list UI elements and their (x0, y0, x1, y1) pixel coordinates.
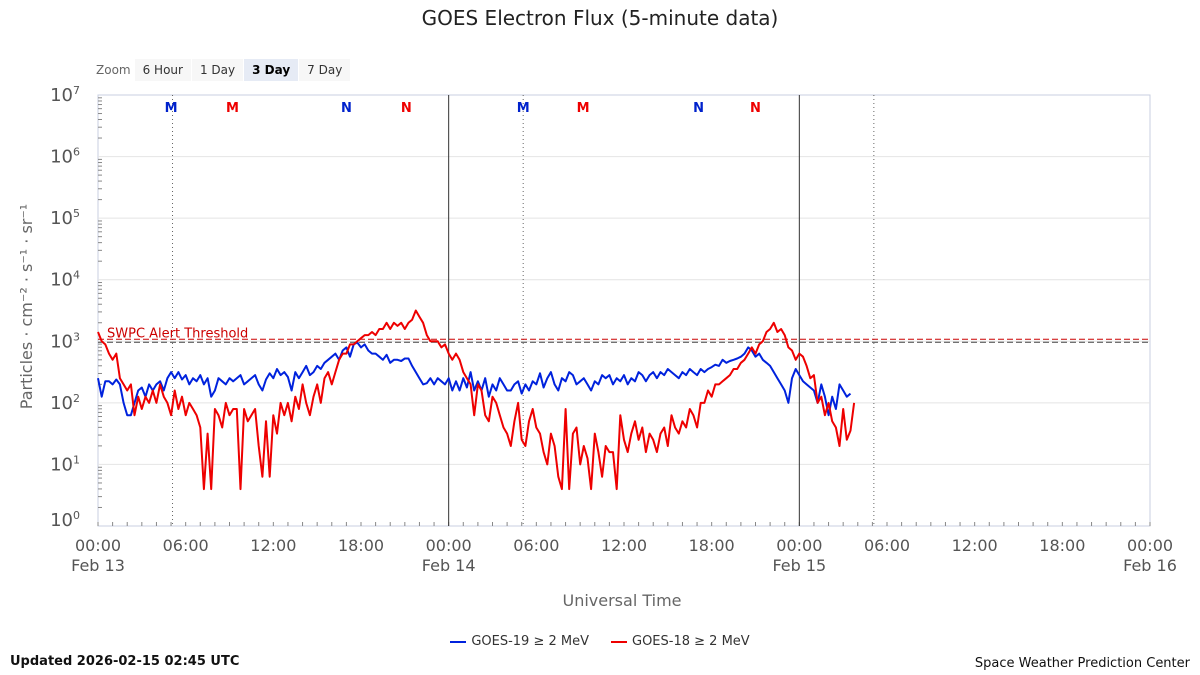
y-tick-label: 105 (50, 207, 80, 229)
y-axis-title: Particles · cm⁻² · s⁻¹ · sr⁻¹ (17, 204, 36, 409)
y-tick-label: 102 (50, 392, 80, 414)
legend-item-goes19[interactable]: GOES-19 ≥ 2 MeV (450, 634, 589, 649)
x-tick-time: 00:00 (1127, 536, 1173, 555)
x-tick-time: 18:00 (1039, 536, 1085, 555)
zoom-3-day-button[interactable]: 3 Day (244, 58, 299, 81)
x-tick-time: 12:00 (952, 536, 998, 555)
threshold-label: SWPC Alert Threshold (107, 326, 248, 341)
x-tick-time: 06:00 (864, 536, 910, 555)
x-tick-date: Feb 15 (772, 556, 826, 575)
y-tick-label: 100 (50, 509, 80, 531)
x-tick-date: Feb 14 (422, 556, 476, 575)
event-marker: M (577, 101, 590, 116)
legend-swatch-goes19 (450, 640, 467, 643)
y-tick-label: 103 (50, 330, 80, 352)
zoom-7-day-button[interactable]: 7 Day (299, 58, 351, 81)
x-tick-date: Feb 16 (1123, 556, 1177, 575)
x-tick-time: 00:00 (776, 536, 822, 555)
chart-title: GOES Electron Flux (5-minute data) (421, 6, 779, 30)
zoom-control: Zoom 6 Hour 1 Day 3 Day 7 Day (96, 58, 351, 81)
event-marker: N (693, 101, 704, 116)
updated-timestamp: Updated 2026-02-15 02:45 UTC (10, 654, 240, 669)
legend-swatch-goes18 (611, 640, 627, 643)
plot-area (97, 94, 1151, 527)
legend-item-goes18[interactable]: GOES-18 ≥ 2 MeV (611, 634, 750, 649)
y-tick-label: 101 (50, 453, 80, 475)
x-tick-time: 00:00 (75, 536, 121, 555)
event-marker: M (226, 101, 239, 116)
x-tick-time: 00:00 (426, 536, 472, 555)
x-tick-time: 18:00 (689, 536, 735, 555)
credit-text: Space Weather Prediction Center (974, 656, 1190, 671)
x-tick-time: 12:00 (250, 536, 296, 555)
chart-legend: GOES-19 ≥ 2 MeV GOES-18 ≥ 2 MeV (0, 634, 1200, 649)
legend-label-goes19: GOES-19 ≥ 2 MeV (471, 634, 589, 649)
event-marker: N (341, 101, 352, 116)
series-line-goes18 (97, 309, 856, 491)
x-tick-time: 06:00 (163, 536, 209, 555)
x-axis-title: Universal Time (562, 591, 681, 610)
y-tick-label: 106 (50, 146, 80, 168)
x-tick-time: 18:00 (338, 536, 384, 555)
event-marker: N (401, 101, 412, 116)
event-marker: M (517, 101, 530, 116)
zoom-1-day-button[interactable]: 1 Day (191, 58, 244, 81)
legend-label-goes18: GOES-18 ≥ 2 MeV (632, 634, 750, 649)
x-tick-time: 12:00 (601, 536, 647, 555)
x-tick-time: 06:00 (513, 536, 559, 555)
event-marker: M (165, 101, 178, 116)
series-line-goes19 (97, 341, 852, 417)
event-marker: N (750, 101, 761, 116)
zoom-label: Zoom (96, 62, 131, 77)
zoom-6-hour-button[interactable]: 6 Hour (134, 58, 191, 81)
y-tick-label: 104 (50, 269, 80, 291)
y-tick-label: 107 (50, 84, 80, 106)
x-tick-date: Feb 13 (71, 556, 125, 575)
